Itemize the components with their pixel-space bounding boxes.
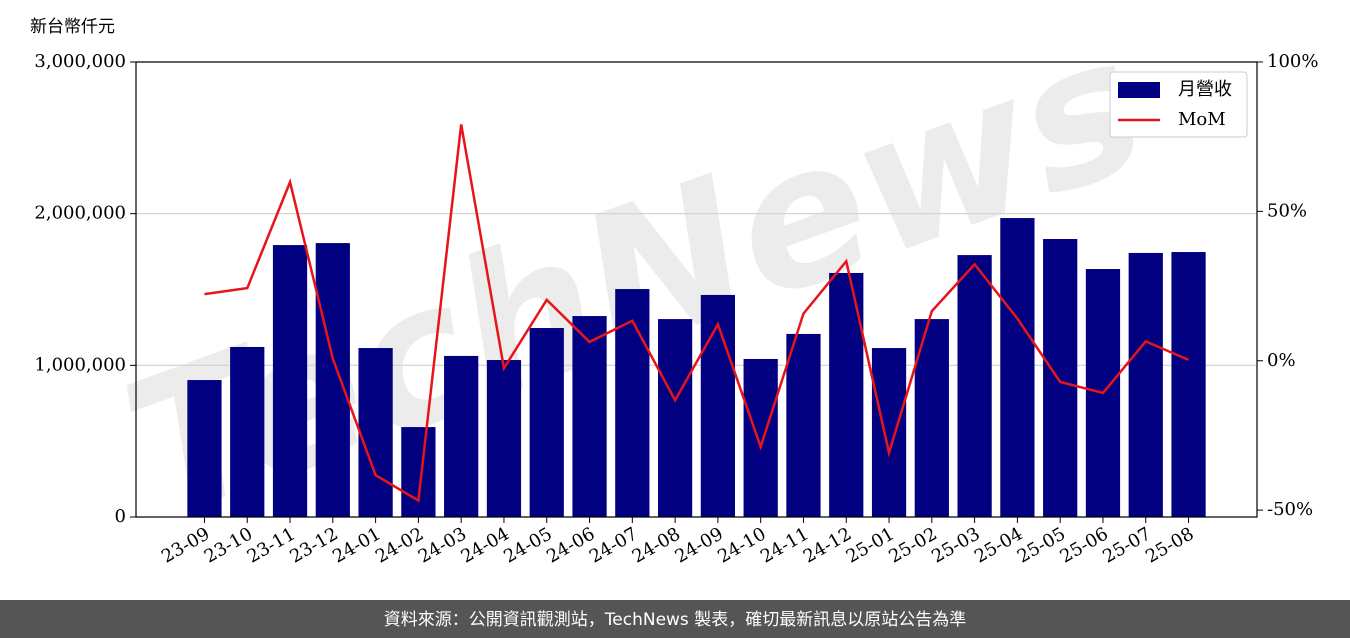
x-tick-label: 23-12 <box>286 523 341 567</box>
bar <box>1171 252 1206 517</box>
bar <box>700 294 736 517</box>
bar <box>1043 238 1078 517</box>
plot-frame <box>135 61 1258 518</box>
y2-tick-label: 100% <box>1267 51 1318 72</box>
x-tick-label: 24-09 <box>671 523 726 567</box>
x-tick-label: 24-01 <box>329 523 384 567</box>
x-tick-label: 24-05 <box>500 523 555 567</box>
y-tick-label: 2,000,000 <box>34 203 126 224</box>
bar <box>657 319 693 517</box>
bar <box>230 346 265 517</box>
x-tick-label: 25-05 <box>1014 523 1069 567</box>
line <box>204 124 1190 503</box>
bar <box>957 255 992 518</box>
bar <box>315 243 350 517</box>
y2-tick-label: 0% <box>1267 350 1296 371</box>
legend-swatch <box>1118 82 1160 98</box>
bar <box>486 360 522 517</box>
y-tick-label: 1,000,000 <box>34 354 126 375</box>
x-tick-label: 24-04 <box>458 523 513 567</box>
x-tick-label: 25-08 <box>1142 523 1197 567</box>
x-tick-label: 24-03 <box>415 523 470 567</box>
legend-label: 月營收 <box>1178 79 1232 100</box>
legend-label: MoM <box>1178 109 1226 130</box>
y-axis-label: 新台幣仟元 <box>30 17 115 37</box>
bar <box>743 358 778 517</box>
bar <box>272 245 308 518</box>
x-tick-label: 24-02 <box>372 523 427 567</box>
y-tick-label: 0 <box>115 506 126 527</box>
bar <box>1128 252 1163 517</box>
y2-tick-label: 50% <box>1267 200 1307 221</box>
x-tick-label: 25-07 <box>1099 523 1154 567</box>
x-tick-label: 25-02 <box>885 523 940 567</box>
bar <box>401 427 436 517</box>
footer-text: 資料來源：公開資訊觀測站，TechNews 製表，確切最新訊息以原站公告為準 <box>384 610 966 630</box>
bar <box>786 333 821 517</box>
x-tick-label: 25-04 <box>971 523 1026 567</box>
x-tick-label: 24-06 <box>543 523 598 567</box>
x-tick-label: 25-03 <box>928 523 983 567</box>
footer-bar <box>0 600 1350 638</box>
x-tick-label: 24-11 <box>757 523 812 567</box>
bar <box>572 316 607 517</box>
x-tick-label: 24-08 <box>629 523 684 567</box>
bar <box>871 348 907 517</box>
bar <box>187 380 222 517</box>
y2-tick-label: -50% <box>1267 499 1313 520</box>
x-tick-label: 24-12 <box>800 523 855 567</box>
bar <box>529 328 564 517</box>
x-tick-label: 24-10 <box>714 523 769 567</box>
x-tick-label: 24-07 <box>586 523 641 567</box>
x-tick-label: 25-01 <box>843 523 898 567</box>
bar <box>1000 218 1035 517</box>
y-tick-label: 3,000,000 <box>34 51 126 72</box>
x-tick-label: 25-06 <box>1057 523 1112 567</box>
bar <box>444 355 479 517</box>
bar <box>358 348 393 517</box>
